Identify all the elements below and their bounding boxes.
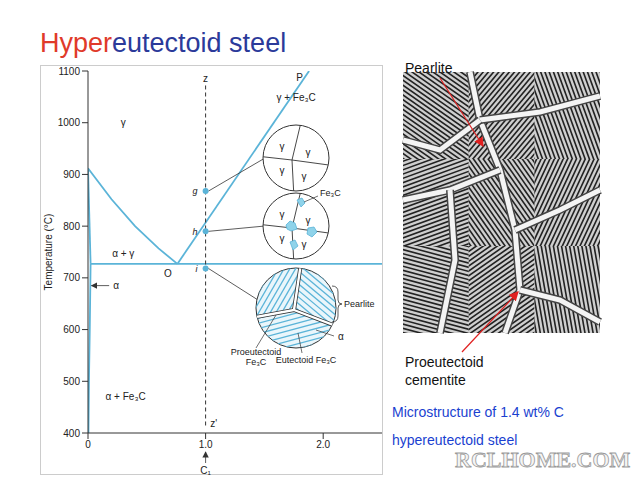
html-text:Hyper eutectoid steel: Hyper eutectoid steel: [40, 28, 287, 58]
svg-text:400: 400: [63, 428, 80, 439]
svg-text:600: 600: [63, 324, 80, 335]
svg-text:Fe₃C: Fe₃C: [246, 357, 267, 367]
svg-text:γ: γ: [280, 209, 285, 220]
svg-text:2.0: 2.0: [316, 439, 330, 450]
svg-text:γ: γ: [302, 171, 307, 182]
svg-text:Proeutectoid: Proeutectoid: [405, 354, 484, 370]
svg-text:i: i: [196, 264, 199, 274]
svg-text:γ + Fe₃C: γ + Fe₃C: [276, 92, 315, 103]
svg-text:O: O: [164, 268, 172, 279]
svg-text:Fe₃C: Fe₃C: [320, 188, 341, 198]
svg-text:500: 500: [63, 376, 80, 387]
svg-text:γ: γ: [280, 165, 285, 176]
svg-text:z': z': [210, 418, 217, 429]
svg-text:γ: γ: [280, 233, 285, 244]
svg-text:cementite: cementite: [405, 372, 466, 388]
svg-text:Pearlite: Pearlite: [405, 60, 453, 76]
svg-text:C₁: C₁: [200, 465, 211, 476]
svg-text:1.0: 1.0: [199, 439, 213, 450]
svg-text:γ: γ: [280, 141, 285, 152]
svg-text:0: 0: [85, 439, 91, 450]
svg-text:α: α: [338, 331, 344, 342]
svg-text:Temperature (°C): Temperature (°C): [43, 214, 54, 291]
svg-text:γ: γ: [306, 147, 311, 158]
svg-text:RCLHOME.COM: RCLHOME.COM: [455, 447, 630, 472]
svg-text:z: z: [203, 73, 208, 84]
svg-text:Pearlite: Pearlite: [344, 299, 375, 309]
svg-text:Proeutectoid: Proeutectoid: [231, 347, 282, 357]
svg-text:700: 700: [63, 272, 80, 283]
svg-text:900: 900: [63, 169, 80, 180]
svg-text:γ: γ: [306, 215, 311, 226]
svg-text:g: g: [193, 186, 198, 196]
svg-text:800: 800: [63, 221, 80, 232]
svg-text:γ: γ: [121, 117, 126, 128]
svg-text:hypereutectoid steel: hypereutectoid steel: [392, 432, 517, 448]
svg-text:P: P: [296, 72, 303, 83]
svg-text:Microstructure of 1.4 wt% C: Microstructure of 1.4 wt% C: [392, 404, 564, 420]
svg-text:α + Fe₃C: α + Fe₃C: [106, 391, 146, 402]
svg-text:α: α: [113, 280, 119, 291]
svg-text:Eutectoid Fe₃C: Eutectoid Fe₃C: [276, 355, 337, 365]
svg-text:1000: 1000: [58, 117, 81, 128]
svg-text:h: h: [193, 227, 198, 237]
svg-text:1100: 1100: [58, 66, 80, 77]
svg-text:γ: γ: [302, 239, 307, 250]
svg-text:α + γ: α + γ: [112, 248, 134, 259]
